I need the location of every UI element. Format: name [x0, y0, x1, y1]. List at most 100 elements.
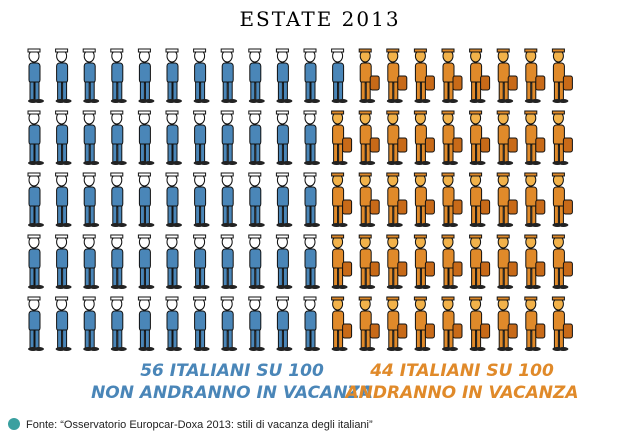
- figure-leg: [420, 267, 426, 287]
- figure-hat: [331, 234, 345, 239]
- figure-bag: [562, 137, 573, 153]
- figure-leg: [200, 329, 206, 349]
- figure-body: [138, 124, 151, 146]
- figure-leg: [393, 267, 399, 287]
- figure-body: [249, 124, 262, 146]
- figure-leg: [112, 205, 118, 225]
- figure-body: [194, 248, 207, 270]
- figure-shoe: [310, 285, 320, 289]
- figure-leg: [553, 329, 559, 349]
- figure-leg: [282, 267, 288, 287]
- figure-leg: [139, 329, 145, 349]
- figure-leg: [338, 205, 344, 225]
- figure-body: [249, 310, 262, 332]
- figure-hat: [165, 296, 179, 301]
- figure-body: [359, 310, 372, 332]
- figure-leg: [62, 81, 68, 101]
- figure-leg: [195, 267, 201, 287]
- series-label: 56 ITALIANI SU 100: [140, 361, 324, 381]
- figure-shoe: [34, 347, 44, 351]
- figure-leg: [333, 205, 339, 225]
- figure-shoe: [530, 347, 541, 351]
- figure-body: [414, 248, 427, 270]
- figure: [413, 110, 435, 165]
- figure-leg: [29, 267, 35, 287]
- figure-leg: [112, 143, 118, 163]
- figure-leg: [333, 267, 339, 287]
- figure-shoe: [448, 223, 458, 227]
- figure-leg: [250, 81, 256, 101]
- figure-shoe: [254, 223, 265, 227]
- figure: [524, 234, 546, 289]
- figure-hat: [331, 172, 345, 177]
- figure-leg: [167, 143, 173, 163]
- figure-leg: [34, 329, 40, 349]
- figure: [524, 110, 546, 165]
- figure-leg: [305, 81, 311, 101]
- figure-shoe: [282, 347, 293, 351]
- figure-leg: [34, 81, 40, 101]
- figure-leg: [84, 205, 90, 225]
- figure-leg: [144, 81, 150, 101]
- figure-leg: [360, 143, 366, 163]
- figure-body: [194, 310, 207, 332]
- figure-leg: [29, 143, 35, 163]
- figure-leg: [553, 81, 559, 101]
- figure-shoe: [89, 161, 100, 165]
- figure-hat: [358, 110, 372, 115]
- figure: [193, 110, 210, 165]
- figure-shoe: [503, 99, 514, 103]
- figure-body: [332, 62, 345, 84]
- figure-leg: [84, 329, 90, 349]
- figure: [413, 172, 435, 227]
- figure-leg: [448, 81, 454, 101]
- figure-leg: [333, 143, 339, 163]
- figure-hat: [193, 172, 207, 177]
- figure-body: [111, 186, 124, 208]
- figure-leg: [448, 329, 454, 349]
- figure: [331, 110, 353, 165]
- figure-leg: [117, 267, 123, 287]
- figure-leg: [393, 205, 399, 225]
- figure-hat: [55, 234, 69, 239]
- figure-body: [552, 62, 565, 84]
- figure-shoe: [144, 99, 155, 103]
- figure-leg: [277, 81, 283, 101]
- figure-shoe: [199, 347, 210, 351]
- figure-leg: [84, 267, 90, 287]
- figure-leg: [503, 205, 509, 225]
- figure: [496, 172, 518, 227]
- figure-leg: [476, 329, 482, 349]
- figure-hat: [137, 234, 151, 239]
- figure-leg: [360, 267, 366, 287]
- figure-hat: [551, 296, 565, 301]
- figure-body: [138, 186, 151, 208]
- figure-body: [414, 124, 427, 146]
- figure-shoe: [34, 285, 44, 289]
- figure-leg: [89, 329, 95, 349]
- figure-leg: [89, 143, 95, 163]
- figure-bag: [424, 137, 435, 153]
- figure: [193, 234, 210, 289]
- figure-hat: [27, 296, 41, 301]
- figure-leg: [112, 329, 118, 349]
- figure-leg: [558, 143, 564, 163]
- figure-body: [332, 310, 345, 332]
- figure-hat: [137, 296, 151, 301]
- figure-leg: [172, 143, 178, 163]
- figure-leg: [471, 205, 477, 225]
- figure-leg: [415, 143, 421, 163]
- figure-hat: [386, 110, 400, 115]
- figure: [55, 172, 72, 227]
- figure-hat: [55, 110, 69, 115]
- figure-body: [359, 248, 372, 270]
- figure: [220, 234, 238, 289]
- figure-leg: [250, 205, 256, 225]
- figure-leg: [558, 205, 564, 225]
- figure-shoe: [199, 285, 210, 289]
- figure-bag: [424, 323, 435, 339]
- figure-shoe: [282, 99, 293, 103]
- figure-leg: [338, 143, 344, 163]
- figure-hat: [55, 172, 69, 177]
